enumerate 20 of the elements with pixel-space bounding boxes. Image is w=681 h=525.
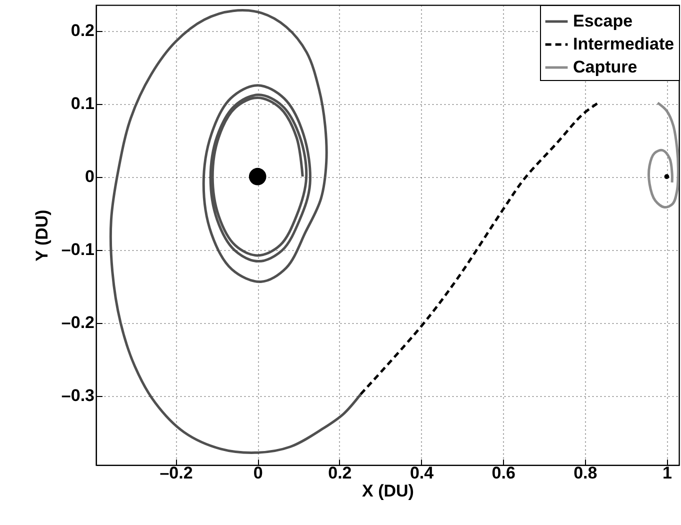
line-series [359, 102, 598, 396]
y-axis-title: Y (DU) [32, 210, 52, 262]
y-tick-label: –0.3 [61, 386, 94, 406]
legend-label: Capture [573, 58, 638, 76]
y-tick-label: 0.1 [70, 94, 94, 114]
x-tick-label: 0.2 [328, 464, 352, 482]
legend-label: Escape [573, 12, 633, 30]
y-tick-label: –0.1 [61, 240, 94, 260]
x-tick-label: 0.8 [574, 464, 598, 482]
x-axis-title: X (DU) [362, 482, 414, 500]
line-series [648, 102, 679, 209]
y-tick-label: 0.2 [70, 21, 94, 40]
x-tick-label: 0 [253, 464, 263, 482]
y-tick-label: 0 [85, 167, 94, 186]
legend-label: Intermediate [573, 34, 674, 54]
x-tick-label: –0.2 [160, 464, 193, 482]
x-tick-label: 1 [662, 464, 672, 482]
y-tick-label: –0.2 [61, 313, 94, 332]
x-tick-label: 0.4 [410, 464, 434, 482]
x-tick-label: 0.6 [492, 464, 516, 482]
